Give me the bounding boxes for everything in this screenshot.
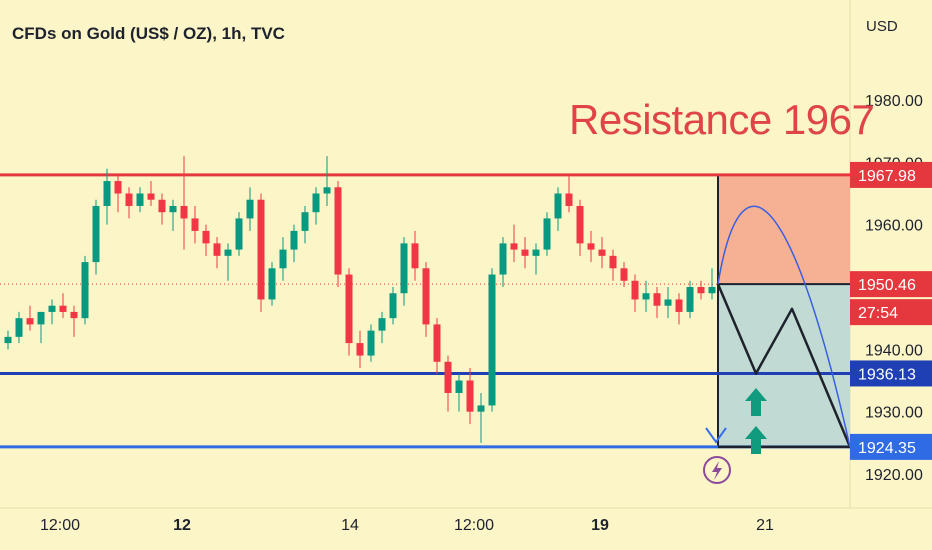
candle-body xyxy=(59,305,67,312)
candle-body xyxy=(125,193,133,206)
candle-body xyxy=(587,243,595,250)
x-tick-label: 21 xyxy=(756,517,774,534)
candle-body xyxy=(323,187,331,194)
candle-body xyxy=(103,181,111,206)
candle-body xyxy=(114,181,122,194)
x-tick-label: 12:00 xyxy=(40,517,80,534)
candle-body xyxy=(499,243,507,275)
candle-body xyxy=(191,218,199,231)
price-tag xyxy=(850,433,932,460)
price-tag xyxy=(850,360,932,387)
candle-body xyxy=(477,405,485,412)
candle-body xyxy=(411,243,419,269)
y-tick-label: 1920.00 xyxy=(865,467,923,484)
price-tag-label: 1950.46 xyxy=(858,277,916,294)
candle-body xyxy=(136,193,144,206)
price-tag-label: 1967.98 xyxy=(858,168,916,185)
candle-body xyxy=(433,324,441,362)
up-arrow-icon xyxy=(745,388,767,416)
candle-body xyxy=(455,380,463,393)
projection-zigzag xyxy=(716,283,852,449)
candle-body xyxy=(565,193,573,206)
candle-body xyxy=(389,293,397,319)
profit-zone xyxy=(718,174,850,285)
candle-body xyxy=(532,249,540,256)
candle-body xyxy=(708,287,716,294)
loss-zone xyxy=(718,284,850,447)
y-tick-label: 1980.00 xyxy=(865,93,923,110)
candle-body xyxy=(675,299,683,312)
price-tag xyxy=(850,161,932,188)
price-tag-label: 27:54 xyxy=(858,305,898,322)
candle-body xyxy=(620,268,628,281)
currency-label: USD xyxy=(866,18,898,35)
resistance-annotation: Resistance 1967 xyxy=(569,96,875,143)
candle-body xyxy=(400,243,408,294)
x-tick-label: 14 xyxy=(341,517,359,534)
candle-body xyxy=(235,218,243,250)
candle-body xyxy=(48,305,56,312)
candle-body xyxy=(290,230,298,250)
x-tick-label: 12 xyxy=(173,517,191,534)
chart-title: CFDs on Gold (US$ / OZ), 1h, TVC xyxy=(12,24,285,43)
candle-body xyxy=(4,336,12,344)
price-tag xyxy=(850,299,932,326)
candle-body xyxy=(367,330,375,356)
candle-body xyxy=(488,274,496,406)
candle-body xyxy=(279,249,287,269)
candle-body xyxy=(312,193,320,213)
candle-body xyxy=(257,199,265,300)
check-marker-icon xyxy=(705,427,727,444)
y-tick-label: 1960.00 xyxy=(865,218,923,235)
candle-body xyxy=(686,287,694,312)
candle-body xyxy=(598,249,606,256)
x-tick-label: 12:00 xyxy=(454,517,494,534)
candle-body xyxy=(334,187,342,275)
candle-body xyxy=(158,199,166,213)
candle-body xyxy=(466,380,474,412)
candle-body xyxy=(653,293,661,306)
candle-body xyxy=(37,311,45,325)
y-tick-label: 1940.00 xyxy=(865,342,923,359)
candle-body xyxy=(147,193,155,200)
candle-body xyxy=(378,318,386,331)
candle-body xyxy=(422,268,430,325)
candle-body xyxy=(697,287,705,294)
candle-body xyxy=(543,218,551,250)
y-tick-label: 1930.00 xyxy=(865,405,923,422)
price-tag-label: 1924.35 xyxy=(858,440,916,457)
candle-body xyxy=(92,205,100,263)
candle-body xyxy=(521,249,529,256)
candle-body xyxy=(301,212,309,231)
projection-arc xyxy=(717,205,851,448)
candle-body xyxy=(444,361,452,393)
candle-body xyxy=(180,205,188,219)
candle-body xyxy=(70,311,78,319)
lightning-bolt-icon xyxy=(712,461,722,480)
candle-body xyxy=(81,262,89,319)
candle-body xyxy=(246,199,254,219)
candle-body xyxy=(224,249,232,256)
candle-body xyxy=(664,299,672,306)
candle-body xyxy=(169,205,177,213)
candle-body xyxy=(202,230,210,244)
candle-body xyxy=(554,193,562,219)
candle-body xyxy=(345,274,353,344)
candle-body xyxy=(631,280,639,300)
candle-body xyxy=(356,343,364,356)
price-tag xyxy=(850,271,932,298)
up-arrow-icon xyxy=(745,426,767,454)
x-tick-label: 19 xyxy=(591,517,609,534)
candle-body xyxy=(576,205,584,244)
candle-body xyxy=(609,255,617,269)
candle-body xyxy=(642,293,650,300)
candle-body xyxy=(510,243,518,250)
candle-body xyxy=(15,318,23,337)
candle-body xyxy=(26,318,34,325)
price-tag-label: 1936.13 xyxy=(858,366,916,383)
candle-body xyxy=(213,243,221,256)
candle-body xyxy=(268,268,276,300)
